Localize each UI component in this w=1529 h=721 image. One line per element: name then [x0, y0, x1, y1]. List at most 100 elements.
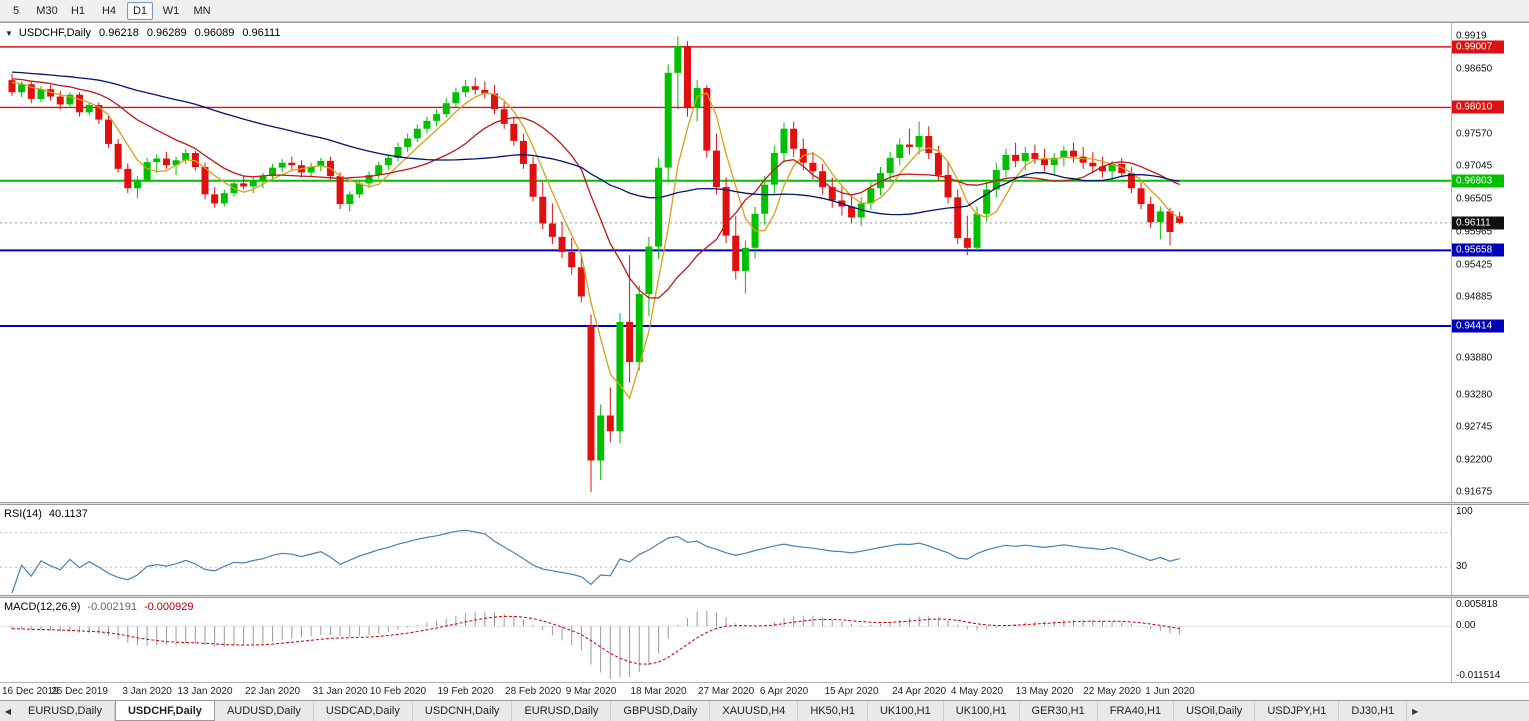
- price-level-badge: 0.99007: [1452, 40, 1504, 54]
- date-label: 13 May 2020: [1015, 686, 1074, 697]
- close-value: 0.96111: [242, 27, 281, 39]
- price-tick: 0.91675: [1456, 486, 1493, 498]
- rsi-axis-label: 30: [1456, 561, 1468, 573]
- price-tick: 0.93280: [1456, 389, 1493, 401]
- date-label: 24 Apr 2020: [892, 686, 947, 697]
- low-value: 0.96089: [194, 27, 235, 39]
- chart-tab-usdchf-daily[interactable]: USDCHF,Daily: [114, 701, 215, 721]
- date-label: 10 Feb 2020: [369, 686, 427, 697]
- price-level-badge: 0.95658: [1452, 243, 1504, 257]
- rsi-axis: 100 30: [1452, 505, 1529, 595]
- macd-axis: 0.005818 0.00 -0.011514: [1452, 598, 1529, 682]
- date-label: 28 Feb 2020: [505, 686, 562, 697]
- date-label: 16 Dec 2019: [2, 686, 59, 697]
- price-level-badge: 0.98010: [1452, 100, 1504, 114]
- date-label: 6 Apr 2020: [759, 686, 809, 697]
- chart-tab-usdcnh-daily[interactable]: USDCNH,Daily: [412, 701, 513, 721]
- timeframe-button-h1[interactable]: H1: [70, 4, 86, 17]
- rsi-panel: RSI(14) 40.1137 100 30: [0, 505, 1529, 595]
- chart-tab-eurusd-daily[interactable]: EURUSD,Daily: [512, 701, 612, 721]
- chart-tab-ger30-h1[interactable]: GER30,H1: [1019, 701, 1098, 721]
- chart-menu-icon[interactable]: ▼: [5, 28, 13, 38]
- macd-label: MACD(12,26,9) -0.002191 -0.000929: [4, 601, 194, 613]
- timeframe-button-w1[interactable]: W1: [162, 4, 180, 17]
- price-level-badge: 0.94414: [1452, 319, 1504, 333]
- chart-tab-fra40-h1[interactable]: FRA40,H1: [1097, 701, 1175, 721]
- price-tick: 0.9919: [1456, 30, 1487, 42]
- symbol-info: ▼ USDCHF,Daily 0.96218 0.96289 0.96089 0…: [5, 27, 280, 39]
- chart-tab-usoil-daily[interactable]: USOil,Daily: [1174, 701, 1256, 721]
- candlestick-svg: [0, 36, 1451, 493]
- macd-axis-label: -0.011514: [1456, 670, 1501, 681]
- candlestick-series: [8, 36, 1184, 493]
- rsi-name: RSI(14): [4, 508, 42, 520]
- timeframe-toolbar: 5 M30 H1 H4 D1 W1 MN: [0, 0, 1529, 22]
- rsi-plot[interactable]: RSI(14) 40.1137: [0, 505, 1452, 595]
- chart-tab-dj30-h1[interactable]: DJ30,H1: [1339, 701, 1408, 721]
- chart-tab-usdcad-daily[interactable]: USDCAD,Daily: [313, 701, 413, 721]
- date-axis[interactable]: 16 Dec 2019 25 Dec 2019 3 Jan 2020 13 Jan 2…: [0, 682, 1529, 700]
- current-price-badge: 0.96111: [1452, 216, 1504, 230]
- price-tick: 0.92745: [1456, 421, 1493, 433]
- price-tick: 0.92200: [1456, 454, 1493, 466]
- date-label: 22 Jan 2020: [245, 686, 301, 697]
- rsi-label: RSI(14) 40.1137: [4, 508, 88, 520]
- price-level-badge: 0.96803: [1452, 174, 1504, 188]
- date-label: 31 Jan 2020: [312, 686, 368, 697]
- chart-tab-uk100-h1[interactable]: UK100,H1: [867, 701, 944, 721]
- macd-histogram: [11, 610, 1181, 680]
- chart-tabbar: ◀ EURUSD,Daily USDCHF,Daily AUDUSD,Daily US…: [0, 700, 1529, 721]
- date-label: 9 Mar 2020: [565, 686, 617, 697]
- timeframe-button-h4[interactable]: H4: [101, 4, 117, 17]
- timeframe-button-5[interactable]: 5: [12, 4, 20, 17]
- date-label: 22 May 2020: [1083, 686, 1142, 697]
- rsi-axis-label: 100: [1456, 506, 1473, 517]
- date-label: 4 May 2020: [950, 686, 1004, 697]
- macd-name: MACD(12,26,9): [4, 601, 81, 613]
- timeframe-button-d1[interactable]: D1: [127, 1, 153, 20]
- panel-splitter[interactable]: [0, 595, 1529, 598]
- timeframe-button-m30[interactable]: M30: [36, 4, 58, 17]
- macd-plot[interactable]: MACD(12,26,9) -0.002191 -0.000929: [0, 598, 1452, 682]
- chart-tab-audusd-daily[interactable]: AUDUSD,Daily: [214, 701, 314, 721]
- price-tick: 0.95965: [1456, 226, 1493, 238]
- chart-tab-usdjpy-h1[interactable]: USDJPY,H1: [1255, 701, 1340, 721]
- chart-tab-eurusd-daily[interactable]: EURUSD,Daily: [16, 701, 115, 721]
- ma-slow-line: [11, 71, 1180, 216]
- rsi-line: [11, 529, 1180, 594]
- date-label: 25 Dec 2019: [51, 686, 108, 697]
- tab-scroll-right-icon[interactable]: ▶: [1412, 706, 1419, 716]
- chart-tabs: EURUSD,Daily USDCHF,Daily AUDUSD,Daily USDC…: [16, 701, 1408, 721]
- chart-tab-xauusd-h4[interactable]: XAUUSD,H4: [710, 701, 799, 721]
- date-label: 27 Mar 2020: [698, 686, 755, 697]
- price-tick: 0.93880: [1456, 352, 1493, 364]
- macd-axis-label: 0.005818: [1456, 599, 1498, 610]
- tab-scroll-left-icon[interactable]: ◀: [4, 706, 12, 716]
- macd-signal-value: -0.000929: [143, 601, 194, 613]
- chart-tab-hk50-h1[interactable]: HK50,H1: [798, 701, 868, 721]
- macd-axis-label: 0.00: [1456, 620, 1476, 632]
- chart-tab-uk100-h1[interactable]: UK100,H1: [943, 701, 1020, 721]
- macd-svg: [0, 610, 1451, 680]
- price-tick: 0.97045: [1456, 160, 1493, 172]
- price-axis[interactable]: 0.9919 0.98650 0.97570 0.97045 0.96505 0.9596…: [1452, 23, 1529, 502]
- price-tick: 0.97570: [1456, 128, 1493, 140]
- timeframe-button-mn[interactable]: MN: [193, 4, 211, 17]
- price-tick: 0.95425: [1456, 259, 1493, 271]
- macd-panel: MACD(12,26,9) -0.002191 -0.000929 0.0058…: [0, 598, 1529, 682]
- ma-fast-line: [11, 81, 1181, 400]
- macd-signal-line: [11, 615, 1180, 665]
- panel-splitter[interactable]: [0, 502, 1529, 505]
- symbol-label: USDCHF,Daily: [18, 27, 92, 39]
- ma-medium-line: [11, 78, 1180, 299]
- date-label: 18 Mar 2020: [630, 686, 687, 697]
- rsi-svg: [0, 529, 1451, 594]
- date-label: 13 Jan 2020: [177, 686, 233, 697]
- chart-tab-gbpusd-daily[interactable]: GBPUSD,Daily: [611, 701, 711, 721]
- candlestick-chart[interactable]: ▼ USDCHF,Daily 0.96218 0.96289 0.96089 0…: [0, 23, 1452, 502]
- macd-main-value: -0.002191: [87, 601, 137, 613]
- price-tick: 0.94885: [1456, 291, 1493, 303]
- price-chart-panel: ▼ USDCHF,Daily 0.96218 0.96289 0.96089 0…: [0, 22, 1529, 502]
- high-value: 0.96289: [146, 27, 187, 39]
